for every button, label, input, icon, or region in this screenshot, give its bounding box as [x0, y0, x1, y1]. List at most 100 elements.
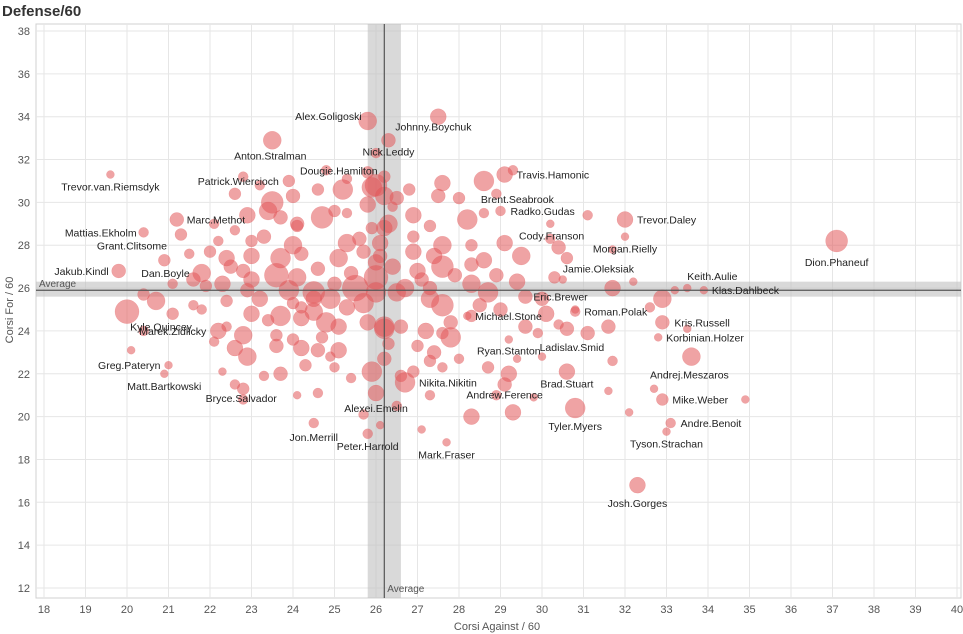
data-point: [463, 311, 472, 321]
data-point: [493, 302, 508, 317]
data-point: [497, 377, 512, 392]
data-point: [236, 382, 250, 396]
y-tick-label: 34: [18, 112, 30, 124]
point-label: Nikita.Nikitin: [419, 377, 477, 389]
x-tick-label: 31: [577, 604, 589, 616]
data-point: [169, 212, 185, 227]
data-point: [496, 166, 513, 183]
data-point: [290, 219, 304, 233]
data-point: [548, 271, 561, 284]
data-point: [491, 389, 502, 401]
data-point: [285, 188, 301, 204]
x-tick-label: 33: [660, 604, 672, 616]
data-point: [644, 302, 656, 313]
data-point: [437, 362, 448, 373]
data-point: [387, 201, 398, 212]
data-point: [478, 207, 490, 219]
data-point: [343, 265, 359, 281]
data-point: [243, 247, 260, 265]
data-point: [261, 313, 275, 327]
point-label: Dougie.Hamilton: [300, 166, 378, 178]
data-point: [649, 384, 659, 394]
data-point: [312, 387, 324, 399]
x-tick-label: 32: [619, 604, 631, 616]
data-point: [359, 196, 376, 213]
data-point: [328, 204, 341, 218]
data-point: [329, 248, 348, 268]
point-label: Cody.Franson: [519, 230, 584, 242]
x-tick-label: 20: [121, 604, 133, 616]
data-point: [295, 301, 308, 314]
data-point: [683, 283, 692, 293]
x-axis-ticks: 18 19 20 21 22 23 24 25 26 27 28 29 30 31 32 33 34 35 36 37…: [38, 604, 963, 616]
data-point: [263, 131, 282, 150]
data-point: [394, 372, 416, 393]
data-point: [365, 221, 379, 235]
data-point: [402, 183, 416, 196]
data-point: [558, 363, 576, 380]
data-point: [106, 170, 115, 179]
x-tick-label: 21: [162, 604, 174, 616]
data-point: [310, 342, 326, 358]
data-point: [293, 339, 310, 357]
point-label: Andrej.Meszaros: [650, 370, 729, 382]
data-point: [282, 174, 296, 188]
data-point: [114, 299, 140, 324]
data-point: [462, 274, 481, 294]
data-point: [629, 476, 646, 494]
average-label-x: Average: [387, 584, 425, 595]
data-point: [393, 319, 409, 334]
data-point: [370, 147, 382, 159]
x-tick-label: 34: [702, 604, 714, 616]
data-point: [311, 183, 325, 196]
data-point: [518, 289, 533, 304]
data-point: [431, 188, 446, 204]
point-label: Jamie.Oleksiak: [563, 264, 635, 276]
y-tick-label: 28: [18, 240, 30, 252]
data-point: [481, 361, 495, 374]
data-point: [442, 438, 451, 447]
data-point: [365, 282, 387, 303]
data-point: [607, 355, 618, 367]
data-point: [558, 275, 567, 284]
data-point: [138, 325, 149, 337]
data-point: [624, 408, 634, 417]
data-point: [352, 231, 367, 247]
data-point: [447, 267, 463, 283]
data-point: [220, 294, 233, 308]
data-point: [243, 271, 260, 288]
data-point: [491, 188, 502, 200]
data-point: [465, 238, 478, 252]
y-tick-label: 16: [18, 497, 30, 509]
x-tick-label: 38: [868, 604, 880, 616]
data-point: [512, 354, 522, 364]
data-point: [158, 253, 171, 267]
point-label: Klas.Dahlbeck: [712, 285, 780, 297]
data-point: [683, 324, 692, 334]
x-tick-label: 23: [245, 604, 257, 616]
data-point: [405, 243, 422, 260]
data-point: [434, 174, 451, 192]
point-label: Brad.Stuart: [540, 379, 593, 391]
data-point: [489, 267, 504, 283]
data-point: [270, 328, 283, 342]
data-point: [411, 339, 424, 353]
data-point: [559, 321, 575, 337]
average-label-y: Average: [39, 279, 77, 290]
data-point: [662, 427, 671, 436]
data-point: [226, 339, 244, 357]
data-point: [537, 305, 555, 323]
data-point: [166, 307, 179, 321]
point-label: Travis.Hamonic: [517, 170, 590, 182]
data-point: [423, 354, 437, 368]
data-point: [254, 179, 266, 191]
data-point: [582, 209, 593, 221]
x-tick-label: 30: [536, 604, 548, 616]
point-label: Trevor.van.Riemsdyk: [61, 182, 160, 194]
data-point: [508, 273, 526, 290]
data-point: [504, 404, 522, 421]
point-label: Korbinian.Holzer: [666, 332, 744, 344]
data-point: [682, 347, 701, 366]
point-label: Greg.Pateryn: [98, 360, 161, 372]
